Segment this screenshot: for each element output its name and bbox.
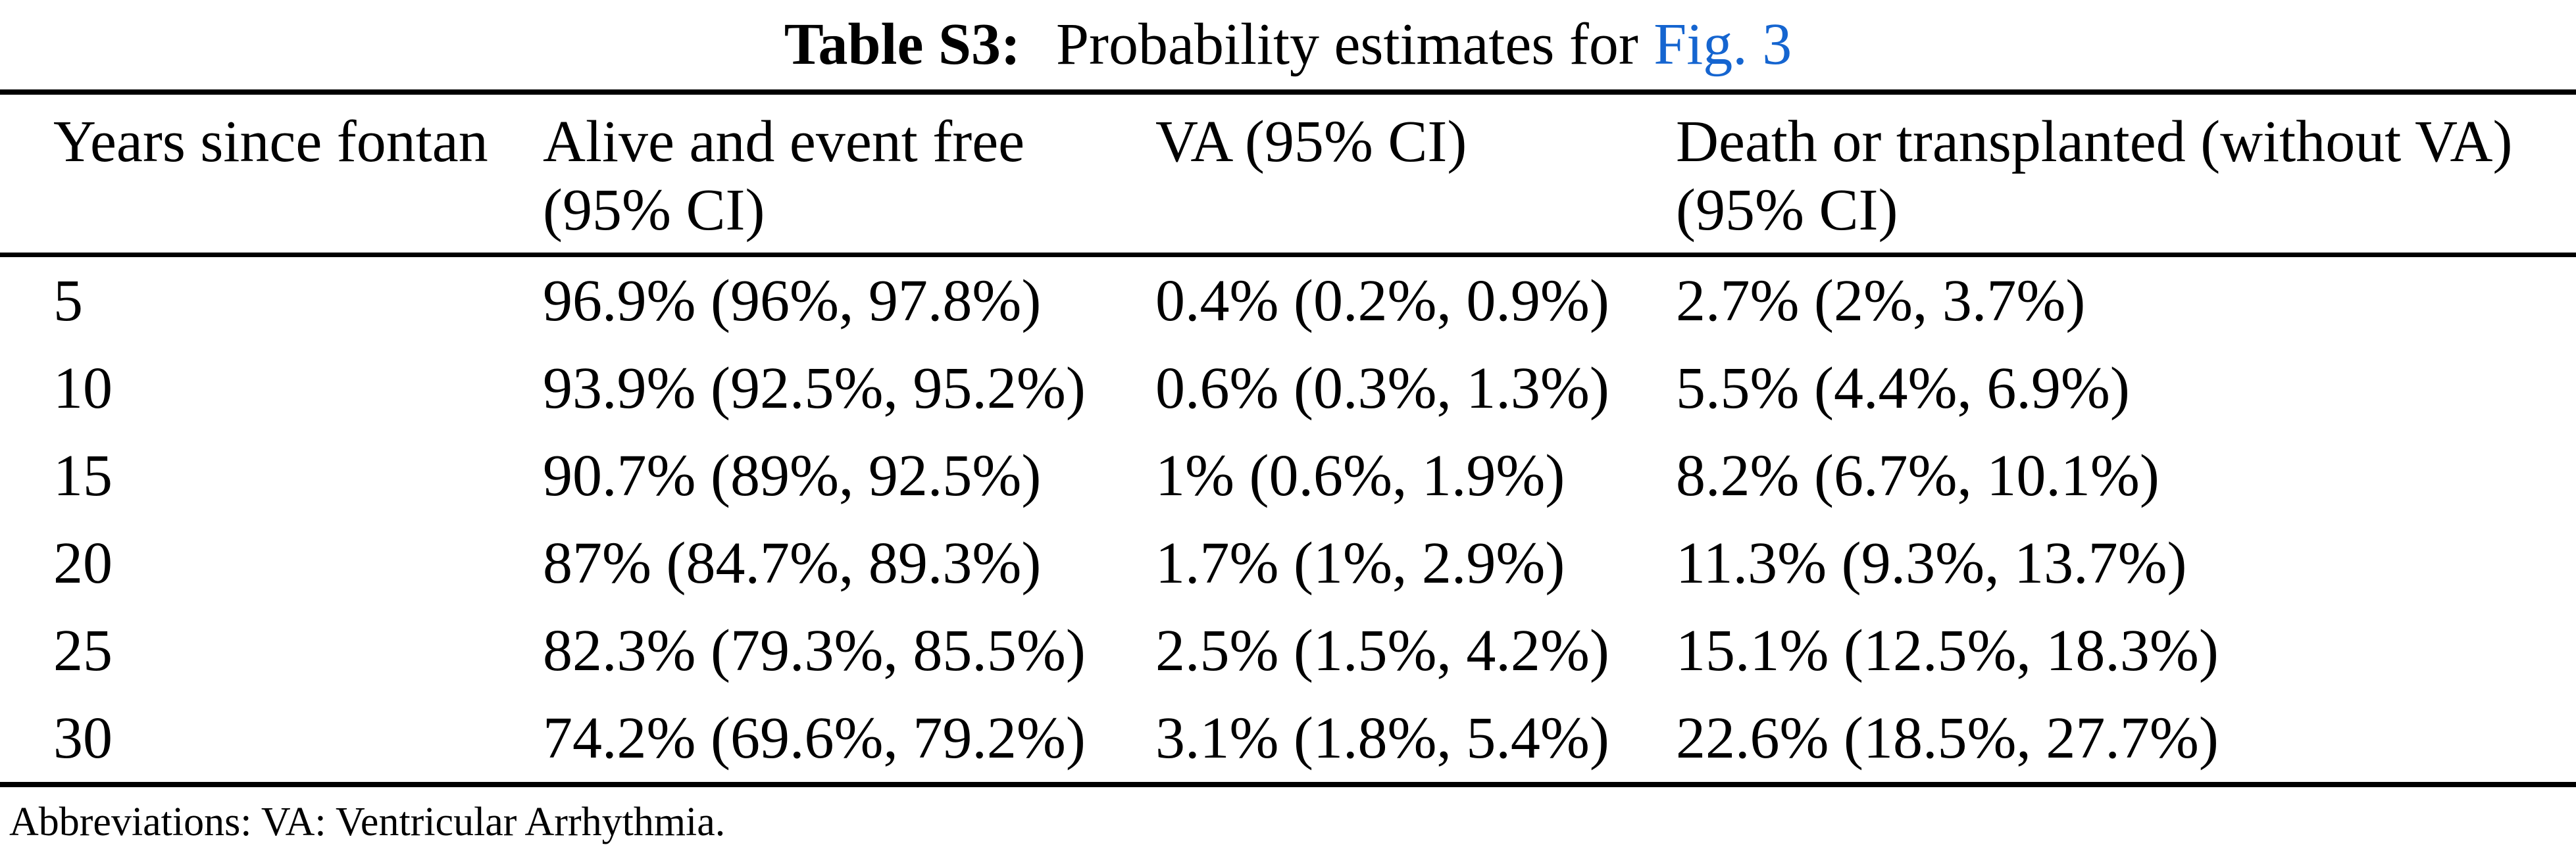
- col-header-va: VA (95% CI): [1102, 92, 1623, 257]
- row-label-years: 30: [53, 706, 113, 771]
- cell-death-transplanted: 2.7% (2%, 3.7%): [1676, 268, 2086, 333]
- table-caption: Table S3: Probability estimates for Fig.…: [0, 0, 2576, 89]
- table-row: 30 74.2% (69.6%, 79.2%) 3.1% (1.8%, 5.4%…: [0, 694, 2576, 785]
- col-header-alive-event-free: Alive and event free (95% CI): [490, 92, 1102, 257]
- cell-death-transplanted: 8.2% (6.7%, 10.1%): [1676, 443, 2159, 508]
- cell-alive-event-free: 82.3% (79.3%, 85.5%): [543, 618, 1086, 683]
- cell-death-transplanted: 11.3% (9.3%, 13.7%): [1676, 531, 2187, 596]
- row-label-years: 10: [53, 356, 113, 421]
- row-label-years: 25: [53, 618, 113, 683]
- cell-death-transplanted: 5.5% (4.4%, 6.9%): [1676, 356, 2130, 421]
- cell-alive-event-free: 90.7% (89%, 92.5%): [543, 443, 1042, 508]
- table-row: 10 93.9% (92.5%, 95.2%) 0.6% (0.3%, 1.3%…: [0, 345, 2576, 432]
- cell-death-transplanted: 15.1% (12.5%, 18.3%): [1676, 618, 2219, 683]
- cell-alive-event-free: 87% (84.7%, 89.3%): [543, 531, 1042, 596]
- cell-va: 3.1% (1.8%, 5.4%): [1155, 706, 1609, 771]
- table-row: 15 90.7% (89%, 92.5%) 1% (0.6%, 1.9%) 8.…: [0, 432, 2576, 520]
- cell-va: 1.7% (1%, 2.9%): [1155, 531, 1565, 596]
- cell-alive-event-free: 74.2% (69.6%, 79.2%): [543, 706, 1086, 771]
- figure-link[interactable]: Fig. 3: [1654, 12, 1792, 77]
- table-row: 20 87% (84.7%, 89.3%) 1.7% (1%, 2.9%) 11…: [0, 520, 2576, 607]
- table-caption-label: Table S3:: [784, 12, 1021, 77]
- table-row: 5 96.9% (96%, 97.8%) 0.4% (0.2%, 0.9%) 2…: [0, 255, 2576, 345]
- abbreviations-note: Abbreviations: VA: Ventricular Arrhythmi…: [9, 800, 726, 844]
- cell-death-transplanted: 22.6% (18.5%, 27.7%): [1676, 706, 2219, 771]
- col-header-death-transplanted: Death or transplanted (without VA) (95% …: [1623, 92, 2576, 257]
- cell-va: 1% (0.6%, 1.9%): [1155, 443, 1565, 508]
- row-label-years: 5: [53, 268, 83, 333]
- table-caption-text: Probability estimates for: [1056, 12, 1638, 77]
- cell-alive-event-free: 93.9% (92.5%, 95.2%): [543, 356, 1086, 421]
- row-label-years: 15: [53, 443, 113, 508]
- header-row: Years since fontan Alive and event free …: [0, 92, 2576, 257]
- row-label-years: 20: [53, 531, 113, 596]
- cell-alive-event-free: 96.9% (96%, 97.8%): [543, 268, 1042, 333]
- table-row: 25 82.3% (79.3%, 85.5%) 2.5% (1.5%, 4.2%…: [0, 607, 2576, 694]
- cell-va: 0.6% (0.3%, 1.3%): [1155, 356, 1609, 421]
- cell-va: 0.4% (0.2%, 0.9%): [1155, 268, 1609, 333]
- probability-estimates-table: Years since fontan Alive and event free …: [0, 89, 2576, 787]
- cell-va: 2.5% (1.5%, 4.2%): [1155, 618, 1609, 683]
- col-header-years-since-fontan: Years since fontan: [0, 92, 490, 257]
